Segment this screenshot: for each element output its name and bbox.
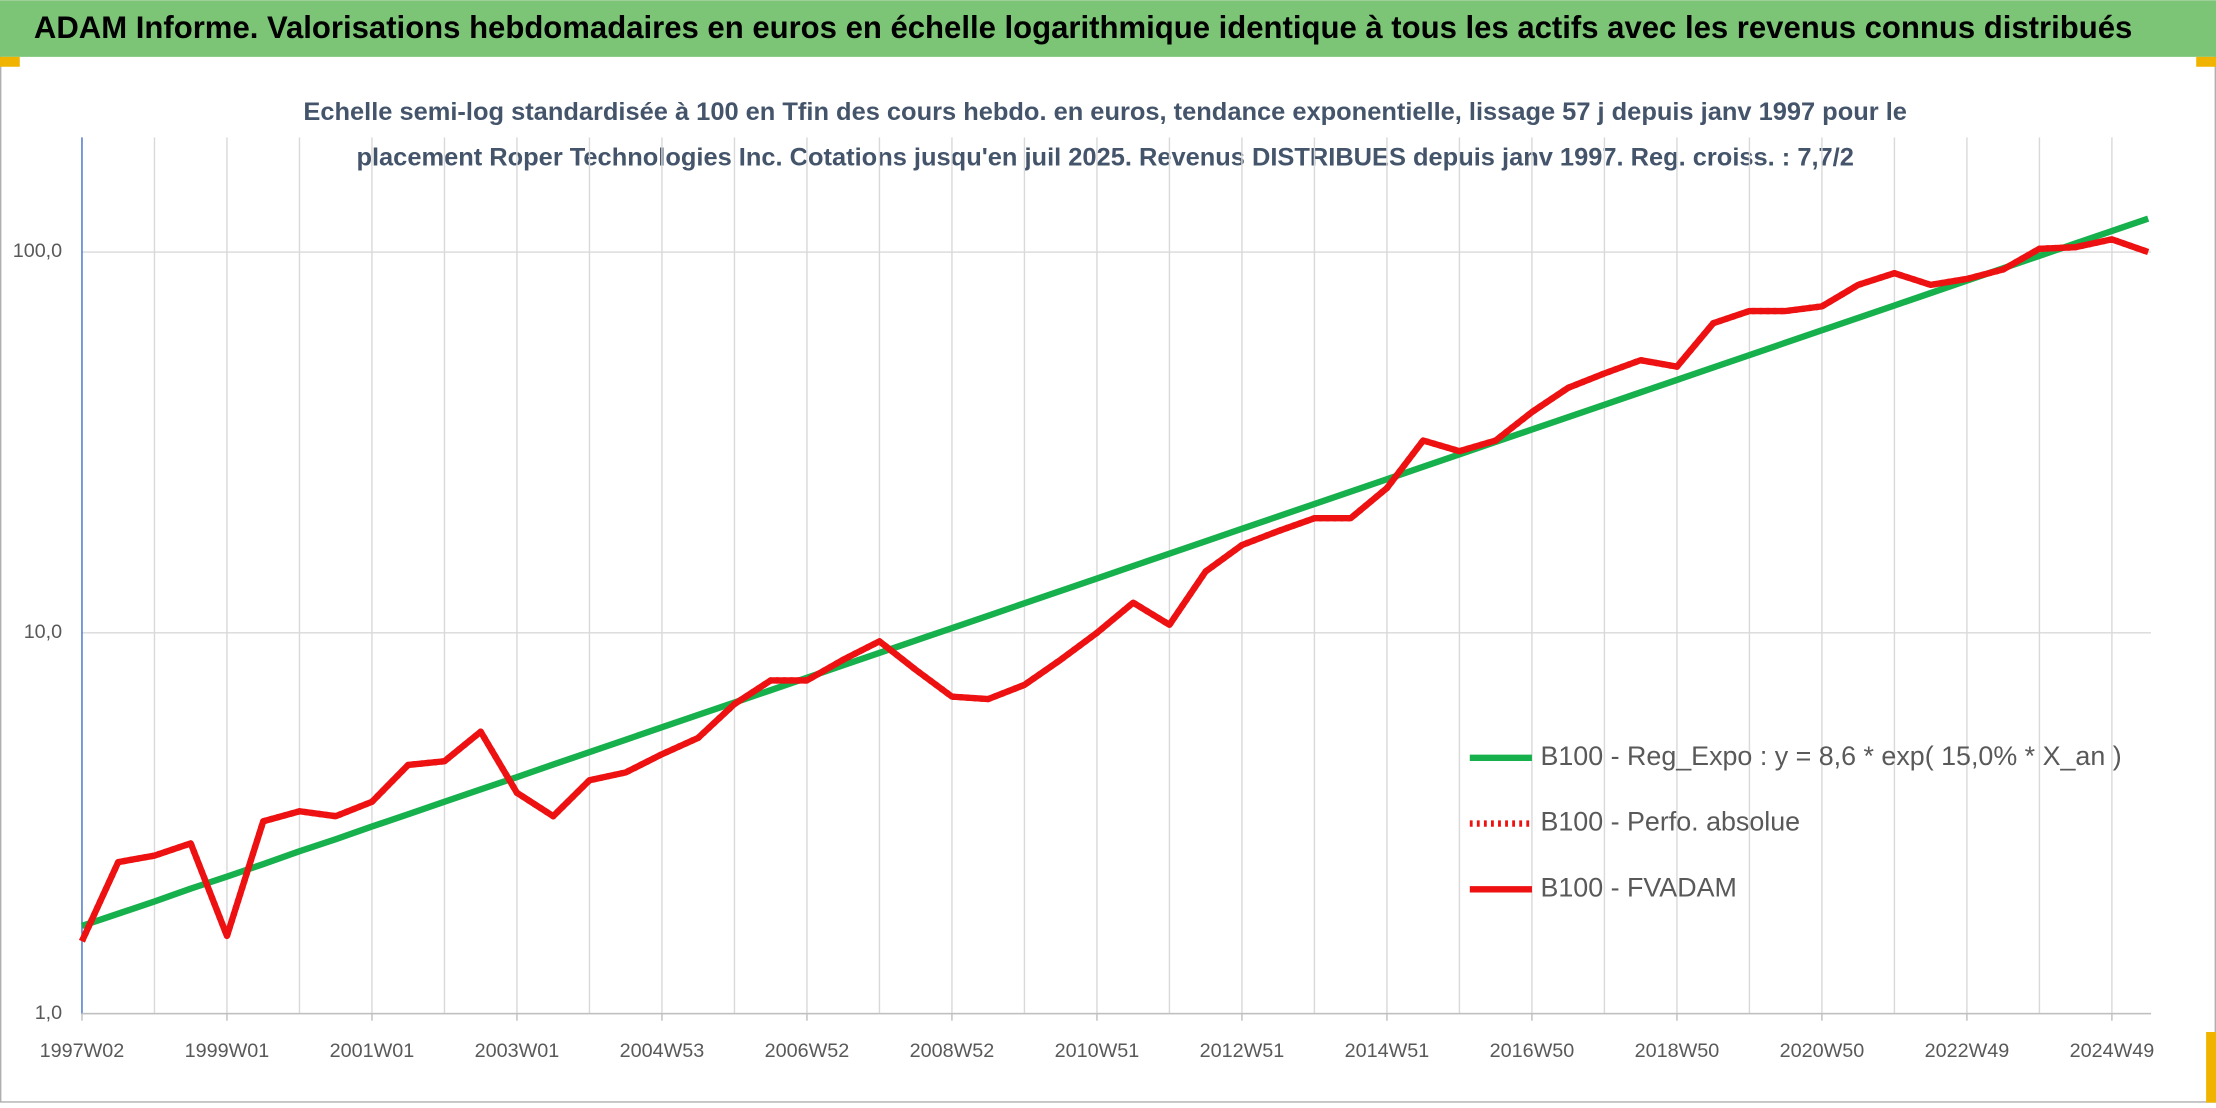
legend-label: B100 - Reg_Expo : y = 8,6 * exp( 15,0% *… <box>1540 741 2121 771</box>
y-tick-label: 1,0 <box>35 1002 62 1024</box>
corner-mark <box>0 56 20 67</box>
plot <box>79 215 2150 943</box>
x-tick-label: 1997W02 <box>40 1040 125 1062</box>
x-tick-label: 2008W52 <box>910 1040 995 1062</box>
x-tick-label: 2014W51 <box>1345 1040 1430 1062</box>
x-tick-label: 2012W51 <box>1200 1040 1285 1062</box>
x-tick-label: 2006W52 <box>765 1040 850 1062</box>
y-tick-label: 100,0 <box>13 240 62 262</box>
series-line <box>80 215 2150 929</box>
x-tick-label: 2020W50 <box>1780 1040 1865 1062</box>
x-tick-label: 2024W49 <box>2070 1040 2155 1062</box>
corner-mark <box>2206 1032 2216 1103</box>
header-title: ADAM Informe. Valorisations hebdomadaire… <box>34 10 2132 45</box>
x-tick-label: 2001W01 <box>330 1040 415 1062</box>
series-line <box>79 236 2150 943</box>
chart-title: Echelle semi-log standardisée à 100 en T… <box>303 98 1907 126</box>
header-band <box>0 0 2216 57</box>
grid: 1,0 10,0 100,0 1997W02 1999W01 2001W01 2003W01… <box>13 137 2155 1062</box>
x-tick-label: 2018W50 <box>1635 1040 1720 1062</box>
x-tick-label: 2003W01 <box>475 1040 560 1062</box>
x-tick-label: 2004W53 <box>620 1040 705 1062</box>
x-tick-label: 1999W01 <box>185 1040 270 1062</box>
x-tick-label: 2016W50 <box>1490 1040 1575 1062</box>
legend-label: B100 - Perfo. absolue <box>1540 807 1800 837</box>
chart-title: placement Roper Technologies Inc. Cotati… <box>356 143 1853 171</box>
legend-label: B100 - FVADAM <box>1540 872 1736 902</box>
corner-mark <box>2196 56 2216 67</box>
y-tick-label: 10,0 <box>24 621 62 643</box>
x-tick-label: 2022W49 <box>1925 1040 2010 1062</box>
x-tick-label: 2010W51 <box>1055 1040 1140 1062</box>
legend: B100 - Reg_Expo : y = 8,6 * exp( 15,0% *… <box>1469 741 2122 902</box>
